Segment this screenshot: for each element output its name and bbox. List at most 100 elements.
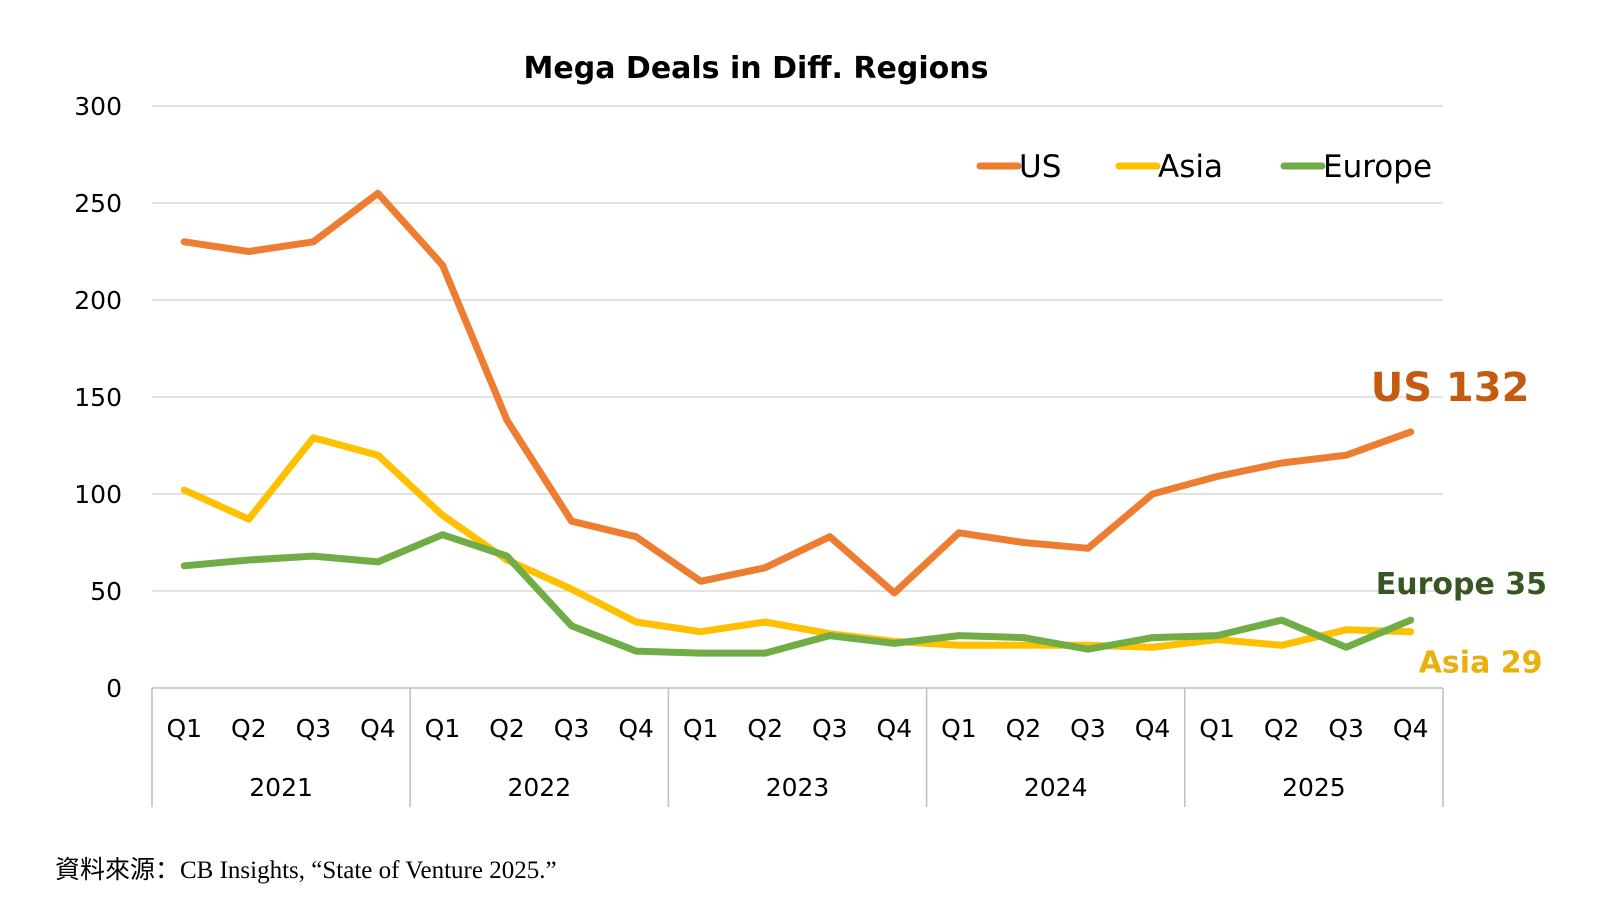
x-tick-label-14: Q2: [1006, 714, 1042, 743]
x-tick-label-5: Q1: [425, 714, 461, 743]
data-point-us-11: [826, 533, 833, 540]
data-point-asia-16: [1149, 644, 1156, 651]
x-tick-label-19: Q3: [1328, 714, 1364, 743]
data-point-europe-20: [1407, 616, 1414, 624]
data-point-europe-11: [826, 632, 833, 639]
data-point-asia-13: [955, 642, 963, 649]
data-point-asia-2: [245, 516, 253, 523]
data-point-asia-14: [1020, 642, 1027, 649]
y-tick-label-200: 200: [74, 286, 122, 315]
x-year-label-2024: 2024: [1024, 773, 1088, 802]
data-point-europe-8: [632, 647, 640, 655]
data-point-europe-12: [891, 640, 898, 647]
x-tick-label-3: Q3: [296, 714, 332, 743]
x-axis: Q1 Q2 Q3 Q4 Q1 Q2 Q3 Q4 Q1 Q2 Q3 Q4 Q1 Q2 Q3 Q4 Q1 Q2 Q3 Q4…: [151, 687, 1444, 807]
y-tick-label-100: 100: [74, 480, 122, 509]
x-tick-label-10: Q2: [747, 714, 783, 743]
data-point-asia-4: [374, 452, 382, 459]
y-tick-label-250: 250: [74, 189, 122, 218]
x-tick-label-7: Q3: [554, 714, 590, 743]
data-point-europe-10: [762, 649, 769, 657]
data-point-asia-1: [181, 486, 188, 494]
data-point-europe-4: [374, 558, 382, 566]
x-tick-label-17: Q1: [1199, 714, 1235, 743]
data-point-europe-13: [955, 632, 963, 639]
data-point-europe-15: [1084, 646, 1092, 653]
data-point-us-20: [1407, 428, 1414, 436]
data-point-asia-3: [310, 434, 317, 441]
end-label-us: US 132: [1371, 365, 1530, 411]
data-point-europe-16: [1149, 634, 1156, 641]
x-tick-label-16: Q4: [1135, 714, 1171, 743]
data-point-europe-6: [503, 552, 511, 560]
legend-label-europe: Europe: [1323, 149, 1432, 185]
x-year-label-2025: 2025: [1282, 773, 1346, 802]
x-tick-label-13: Q1: [941, 714, 977, 743]
data-point-us-2: [245, 248, 253, 255]
end-labels: US 132 Europe 35 Asia 29: [1371, 365, 1547, 681]
source-note: 資料來源：CB Insights, “State of Venture 2025…: [55, 857, 557, 884]
data-point-europe-17: [1213, 632, 1221, 639]
data-point-us-10: [762, 564, 769, 571]
data-point-us-1: [181, 238, 188, 245]
data-point-us-5: [439, 261, 446, 269]
data-point-us-15: [1084, 545, 1092, 552]
series-line-europe: [180, 531, 1415, 657]
x-tick-label-18: Q2: [1264, 714, 1300, 743]
legend-label-us: US: [1019, 149, 1061, 185]
x-tick-label-11: Q3: [812, 714, 848, 743]
end-label-asia: Asia 29: [1419, 646, 1543, 681]
data-point-europe-1: [181, 562, 188, 569]
x-tick-label-12: Q4: [877, 714, 913, 743]
data-point-asia-8: [632, 618, 640, 626]
data-point-europe-14: [1020, 634, 1027, 641]
data-point-us-16: [1149, 490, 1156, 498]
data-point-us-4: [374, 190, 382, 197]
series-line-asia: [180, 434, 1415, 651]
series-lines: [180, 189, 1415, 657]
series-line-us: [180, 189, 1415, 597]
data-point-us-9: [697, 578, 704, 585]
data-point-asia-19: [1342, 626, 1350, 633]
x-tick-label-8: Q4: [618, 714, 654, 743]
x-tick-label-9: Q1: [683, 714, 719, 743]
data-point-us-8: [632, 533, 640, 540]
data-point-us-17: [1213, 473, 1221, 480]
y-tick-label-150: 150: [74, 383, 122, 412]
data-point-us-18: [1278, 459, 1285, 467]
x-year-label-2022: 2022: [507, 773, 571, 802]
data-point-asia-5: [439, 512, 446, 519]
y-tick-label-0: 0: [106, 674, 122, 703]
chart-title: Mega Deals in Diff. Regions: [524, 51, 989, 86]
end-label-europe: Europe 35: [1376, 567, 1547, 602]
y-axis: 0 50 100 150 200 250 300: [74, 92, 122, 703]
data-point-europe-19: [1342, 644, 1350, 651]
x-tick-label-1: Q1: [166, 714, 202, 743]
data-point-asia-18: [1278, 642, 1285, 649]
x-tick-label-6: Q2: [489, 714, 525, 743]
data-point-us-7: [568, 517, 575, 525]
data-point-us-13: [955, 529, 963, 536]
legend-label-asia: Asia: [1158, 149, 1223, 185]
x-tick-label-15: Q3: [1070, 714, 1106, 743]
grid: [152, 105, 1443, 592]
data-point-asia-9: [697, 628, 704, 635]
x-tick-label-2: Q2: [231, 714, 267, 743]
legend: US Asia Europe: [976, 149, 1432, 185]
x-tick-label-20: Q4: [1393, 714, 1429, 743]
data-point-europe-3: [310, 552, 317, 560]
data-point-us-3: [310, 238, 317, 245]
x-year-label-2021: 2021: [249, 773, 313, 802]
data-point-asia-10: [762, 618, 769, 626]
data-point-europe-7: [568, 622, 575, 630]
data-point-europe-9: [697, 649, 704, 657]
data-point-us-19: [1342, 452, 1350, 459]
data-point-asia-7: [568, 585, 575, 593]
data-point-us-12: [891, 589, 898, 597]
data-point-asia-20: [1407, 628, 1414, 635]
data-point-europe-18: [1278, 616, 1285, 624]
data-point-europe-5: [439, 531, 446, 538]
x-tick-label-4: Q4: [360, 714, 396, 743]
x-year-label-2023: 2023: [766, 773, 830, 802]
